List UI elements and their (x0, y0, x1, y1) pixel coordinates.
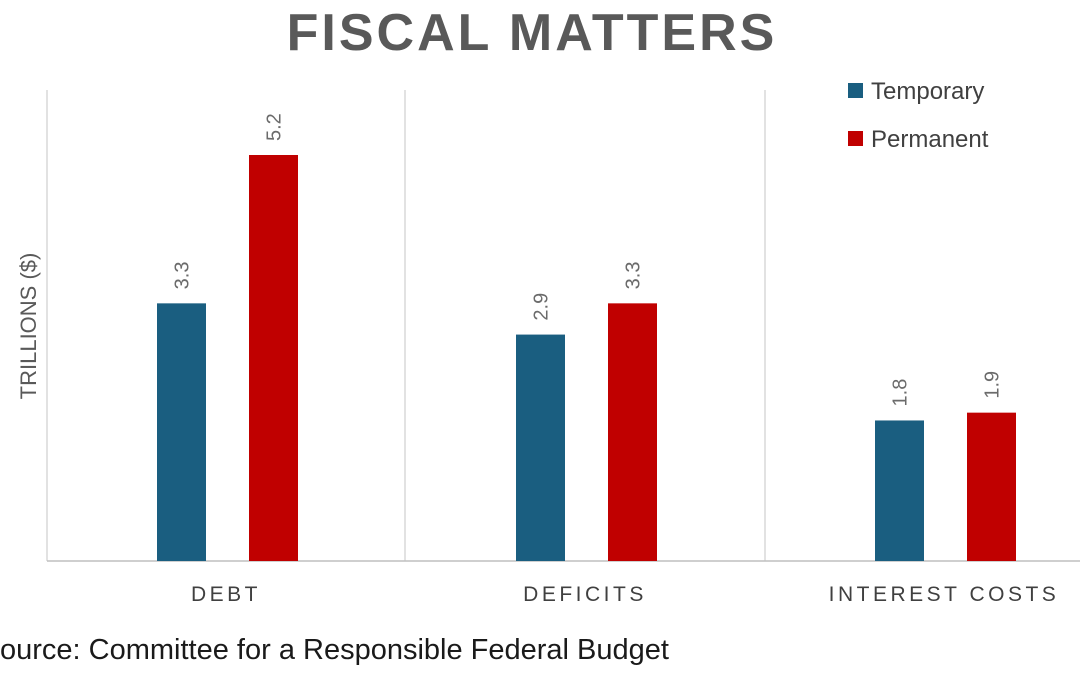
data-label-permanent-deficits: 3.3 (623, 262, 645, 290)
data-label-permanent-debt: 5.2 (264, 113, 286, 141)
data-label-temporary-debt: 3.3 (172, 262, 194, 290)
bar-permanent-debt (249, 155, 298, 561)
legend-swatch-temporary (848, 83, 863, 98)
data-label-permanent-interest-costs: 1.9 (982, 371, 1004, 399)
bar-temporary-interest-costs (875, 420, 924, 561)
bar-permanent-deficits (608, 303, 657, 561)
category-label-interest-costs: INTEREST COSTS (829, 583, 1060, 606)
data-label-temporary-interest-costs: 1.8 (890, 379, 912, 407)
chart-title: FISCAL MATTERS (287, 4, 778, 62)
category-label-debt: DEBT (191, 583, 261, 606)
category-label-deficits: DEFICITS (523, 583, 647, 606)
legend-label-temporary: Temporary (871, 78, 984, 105)
legend: Temporary Permanent (848, 78, 989, 153)
data-label-temporary-deficits: 2.9 (531, 293, 553, 321)
plot-area: 3.3 5.2 DEBT 2.9 3.3 DEFICITS 1.8 1.9 INTEREST C… (46, 90, 1080, 606)
y-axis-label: TRILLIONS ($) (16, 253, 41, 400)
legend-swatch-permanent (848, 131, 863, 146)
bar-permanent-interest-costs (967, 412, 1016, 561)
bar-temporary-deficits (516, 334, 565, 561)
source-note: ource: Committee for a Responsible Feder… (0, 634, 669, 666)
bar-temporary-debt (157, 303, 206, 561)
legend-label-permanent: Permanent (871, 126, 989, 153)
